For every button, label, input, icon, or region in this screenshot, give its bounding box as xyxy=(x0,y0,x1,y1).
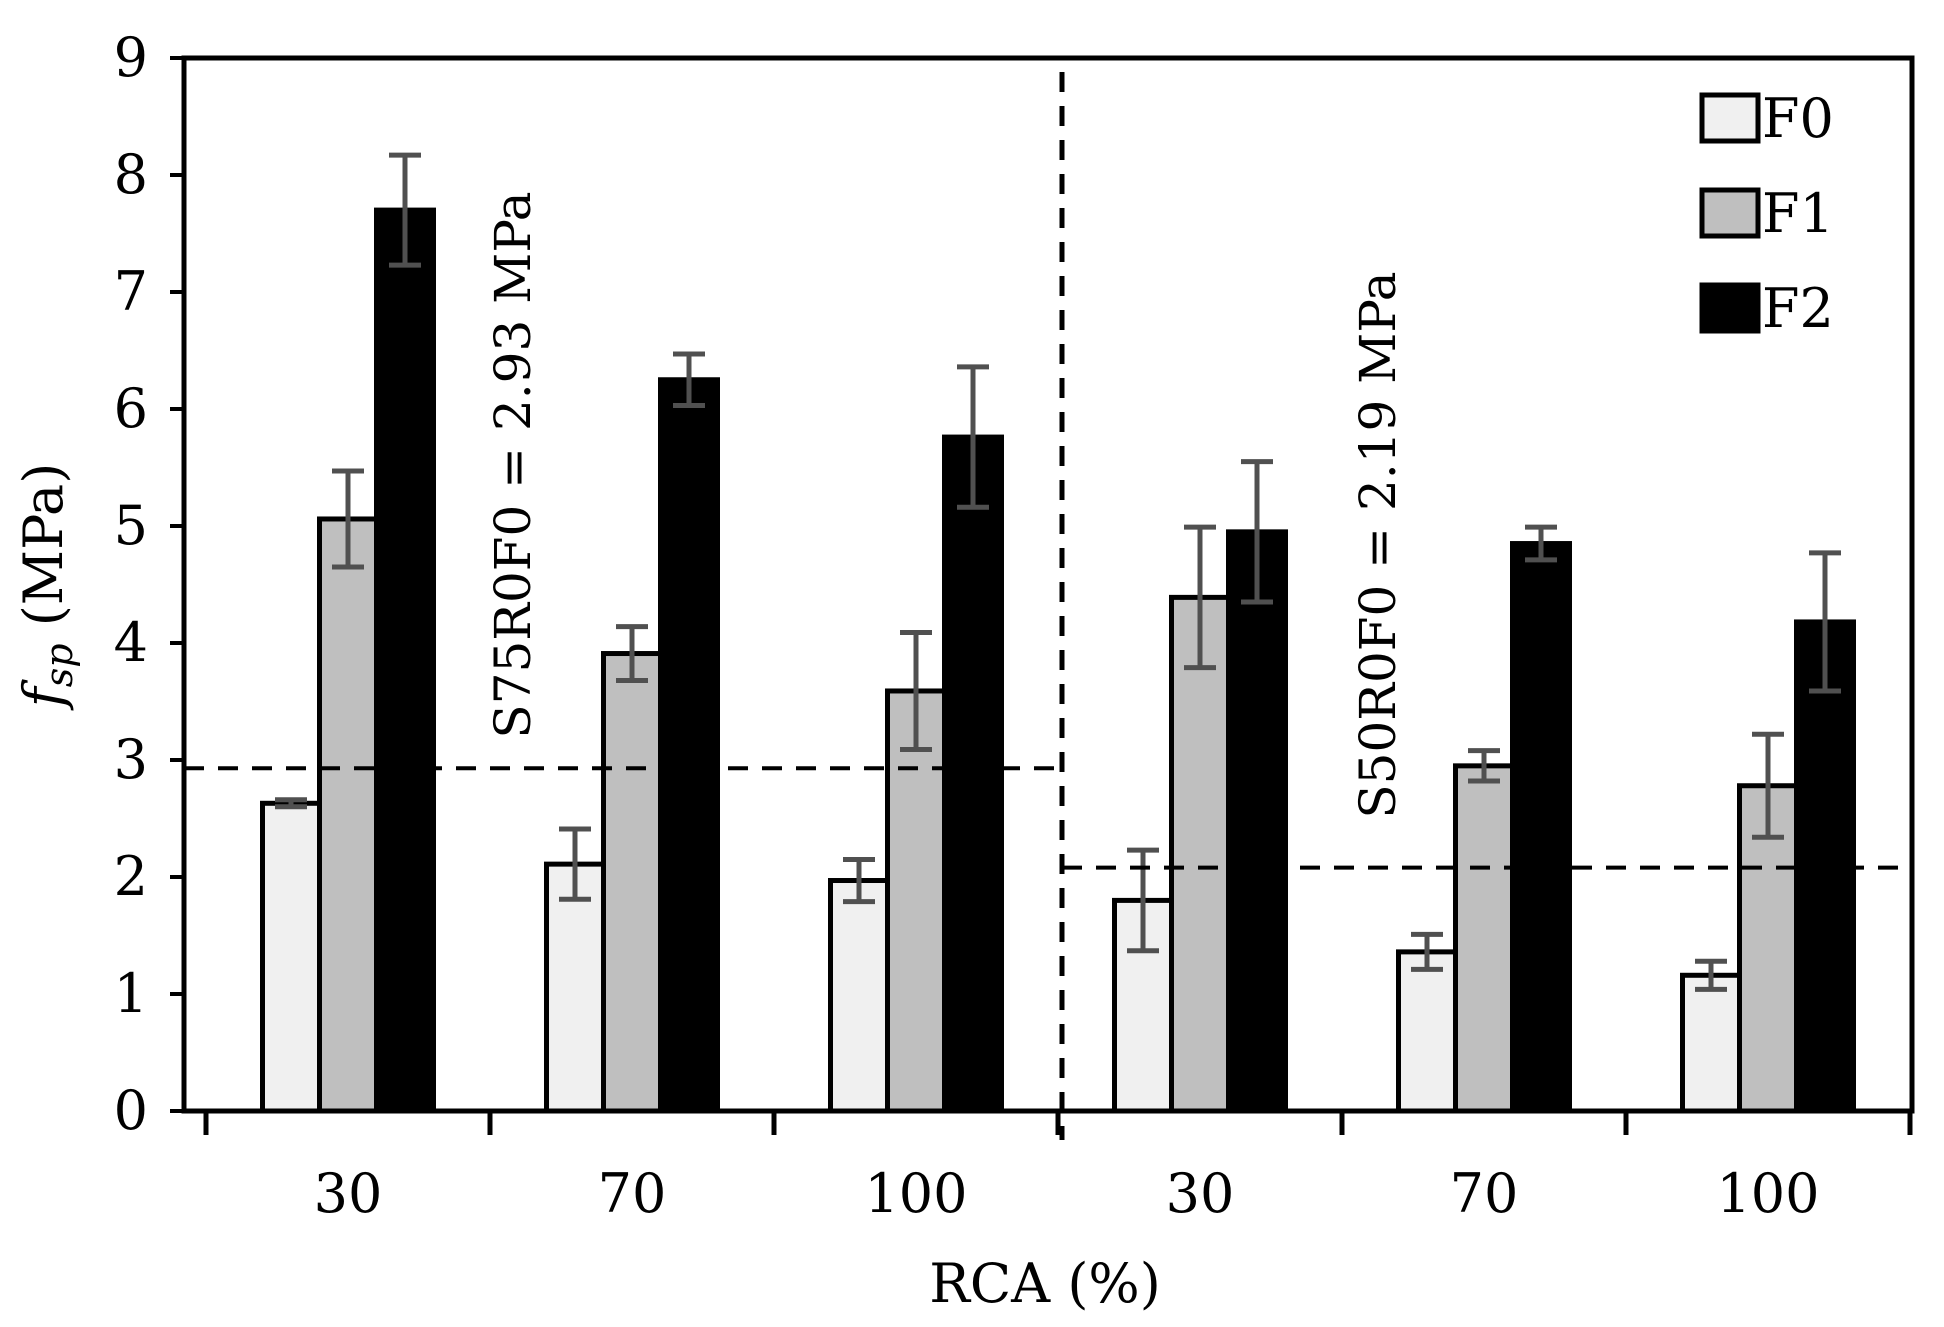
error-bar-f2-3 xyxy=(1241,459,1273,605)
bar-f0-5 xyxy=(1680,972,1742,1114)
bar-f0-0 xyxy=(260,800,322,1114)
error-bar-f2-2 xyxy=(957,364,989,510)
y-tick-label-3: 3 xyxy=(114,728,148,791)
error-bar-f2-0 xyxy=(389,152,421,268)
error-bar-f0-5 xyxy=(1695,958,1727,992)
error-bar-f2-4 xyxy=(1525,524,1557,563)
legend-label-f1: F1 xyxy=(1762,182,1834,245)
x-tick-label-1: 70 xyxy=(598,1162,667,1225)
legend-swatch-f1 xyxy=(1699,187,1761,239)
bar-f0-2 xyxy=(828,878,890,1114)
error-bar-f0-4 xyxy=(1411,931,1443,972)
y-tick-label-1: 1 xyxy=(114,962,148,1025)
y-axis-title-unit: (MPa) xyxy=(12,463,75,627)
bar-f2-2 xyxy=(942,434,1004,1114)
bar-f1-1 xyxy=(601,651,663,1114)
ref-label-left: S75R0F0 = 2.93 MPa xyxy=(484,191,542,738)
bar-f2-4 xyxy=(1510,541,1572,1114)
y-tick-label-2: 2 xyxy=(114,845,148,908)
bar-f2-0 xyxy=(374,207,436,1114)
reference-lines xyxy=(184,766,1912,870)
legend-label-f2: F2 xyxy=(1762,277,1834,340)
y-tick-label-6: 6 xyxy=(114,377,148,440)
error-bar-f1-2 xyxy=(900,629,932,752)
error-bar-f2-5 xyxy=(1809,550,1841,694)
y-tick-label-8: 8 xyxy=(114,143,148,206)
error-bar-f1-3 xyxy=(1184,524,1216,671)
legend-label-f0: F0 xyxy=(1762,87,1834,150)
y-tick-label-5: 5 xyxy=(114,494,148,557)
legend-swatch-f2 xyxy=(1699,282,1761,334)
error-bar-f1-0 xyxy=(332,468,364,570)
error-bar-f2-1 xyxy=(673,351,705,408)
error-bar-f1-5 xyxy=(1752,731,1784,840)
x-tick-label-5: 100 xyxy=(1716,1162,1819,1225)
y-axis-title: fsp (MPa) xyxy=(12,463,81,712)
bar-f1-3 xyxy=(1169,594,1231,1114)
y-tick-label-7: 7 xyxy=(114,260,148,323)
y-tick-label-4: 4 xyxy=(114,611,148,674)
bar-f1-2 xyxy=(885,688,947,1114)
bar-f2-3 xyxy=(1226,529,1288,1114)
x-tick-label-3: 30 xyxy=(1166,1162,1235,1225)
bar-f2-1 xyxy=(658,377,720,1114)
ref-label-right: S50R0F0 = 2.19 MPa xyxy=(1349,271,1407,818)
plot-frame xyxy=(181,55,1915,1114)
x-axis-title: RCA (%) xyxy=(929,1252,1161,1315)
bar-f1-4 xyxy=(1453,763,1515,1114)
x-axis: 30 70 100 30 70 100 xyxy=(184,1108,1913,1225)
y-axis: 0 1 2 3 4 5 6 7 8 9 xyxy=(114,26,184,1142)
error-bar-f1-4 xyxy=(1468,748,1500,784)
x-tick-label-2: 100 xyxy=(864,1162,967,1225)
y-tick-label-9: 9 xyxy=(114,26,148,89)
bar-f1-0 xyxy=(317,516,379,1114)
error-bar-f0-1 xyxy=(559,826,591,902)
error-bars xyxy=(275,152,1841,992)
legend: F0 F1 F2 xyxy=(1699,87,1834,340)
x-tick-label-4: 70 xyxy=(1450,1162,1519,1225)
legend-swatch-f0 xyxy=(1699,92,1761,144)
x-tick-label-0: 30 xyxy=(314,1162,383,1225)
error-bar-f0-2 xyxy=(843,856,875,905)
error-bar-f0-0 xyxy=(275,797,307,810)
y-tick-label-0: 0 xyxy=(114,1079,148,1142)
error-bar-f1-1 xyxy=(616,624,648,683)
plot-area xyxy=(181,55,1915,1114)
y-axis-title-subscript: sp xyxy=(37,643,81,687)
bar-f0-4 xyxy=(1396,949,1458,1114)
